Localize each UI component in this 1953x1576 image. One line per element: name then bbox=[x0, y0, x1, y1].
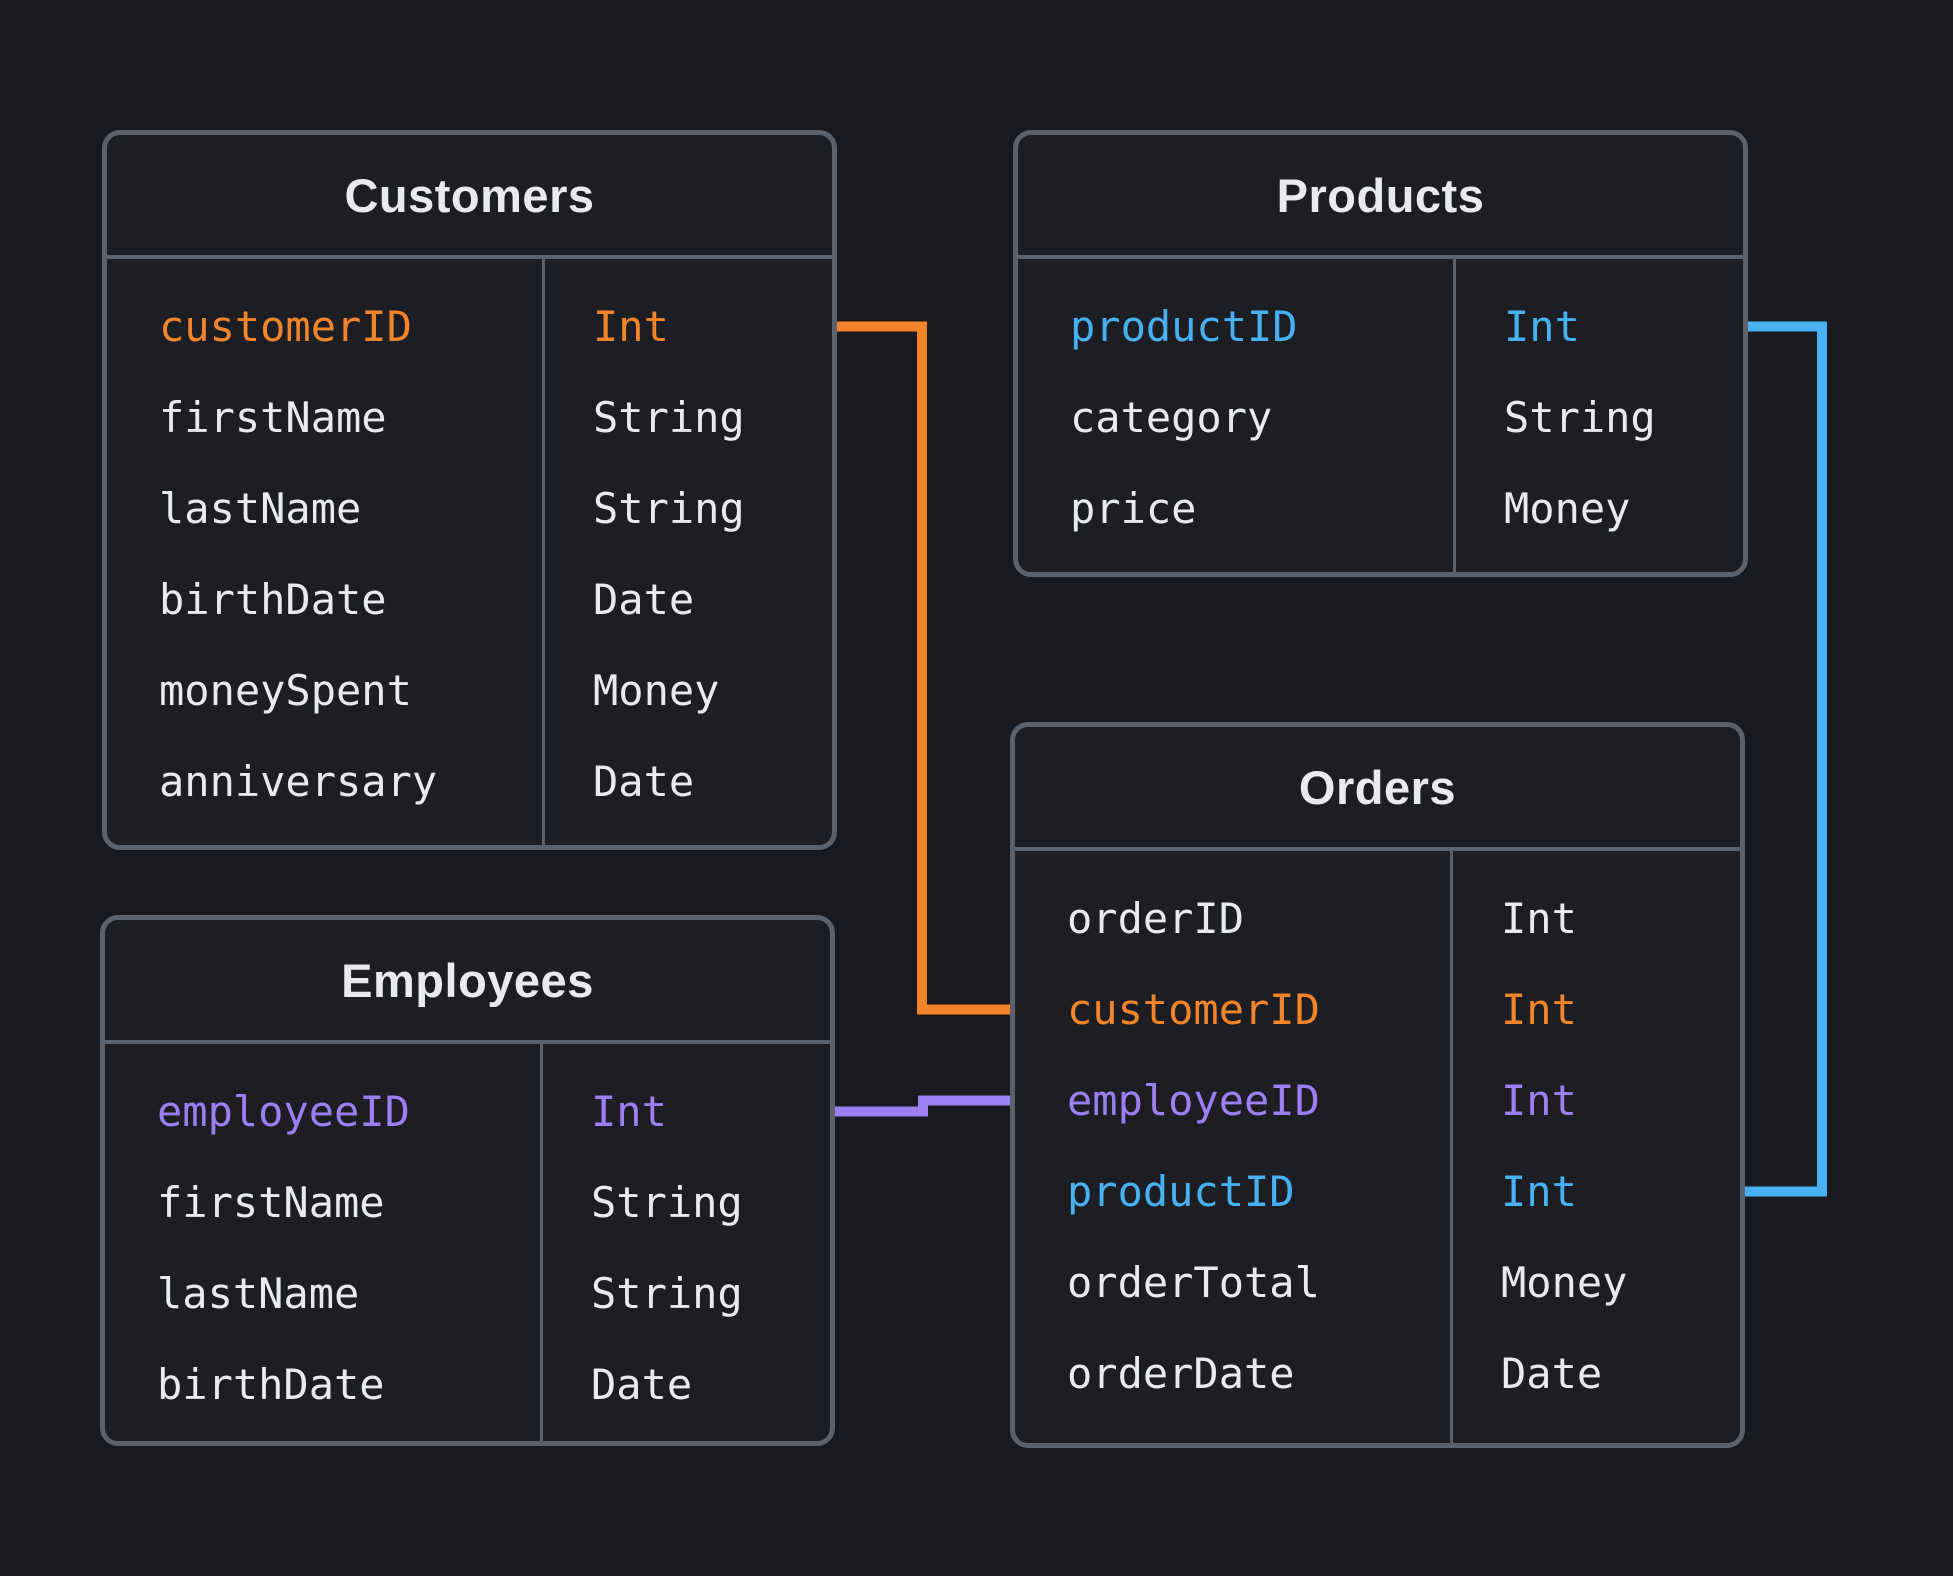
field-type-customers-moneySpent: Money bbox=[593, 666, 720, 715]
field-type-column: Int String Money bbox=[1453, 259, 1743, 572]
table-card-customers: Customers customerID firstName lastName bir… bbox=[102, 130, 837, 850]
table-card-products: Products productID category price Int Strin… bbox=[1013, 130, 1748, 577]
field-type-orders-orderID: Int bbox=[1501, 894, 1577, 943]
table-body: customerID firstName lastName birthDate mone… bbox=[107, 259, 832, 845]
field-type-customers-birthDate: Date bbox=[593, 575, 695, 624]
table-header: Orders bbox=[1015, 727, 1740, 851]
table-title-employees: Employees bbox=[341, 953, 594, 1007]
field-type-orders-orderDate: Date bbox=[1501, 1349, 1603, 1398]
field-name-customers-customerID: customerID bbox=[159, 302, 412, 351]
table-body: productID category price Int String Money bbox=[1018, 259, 1743, 572]
field-name-products-price: price bbox=[1070, 484, 1197, 533]
field-name-orders-orderTotal: orderTotal bbox=[1067, 1258, 1320, 1307]
field-name-column: productID category price bbox=[1018, 259, 1453, 572]
field-name-customers-lastName: lastName bbox=[159, 484, 362, 533]
field-type-customers-lastName: String bbox=[593, 484, 745, 533]
field-type-employees-birthDate: Date bbox=[591, 1360, 693, 1409]
field-name-column: customerID firstName lastName birthDate mone… bbox=[107, 259, 542, 845]
field-name-customers-firstName: firstName bbox=[159, 393, 387, 442]
field-name-employees-employeeID: employeeID bbox=[157, 1087, 410, 1136]
table-title-orders: Orders bbox=[1298, 760, 1457, 814]
field-type-products-price: Money bbox=[1504, 484, 1631, 533]
table-card-orders: Orders orderID customerID employeeID produc… bbox=[1010, 722, 1745, 1448]
field-type-products-productID: Int bbox=[1504, 302, 1580, 351]
table-header: Employees bbox=[105, 920, 830, 1044]
table-title-customers: Customers bbox=[344, 168, 595, 222]
field-name-column: employeeID firstName lastName birthDate bbox=[105, 1044, 540, 1441]
table-header: Customers bbox=[107, 135, 832, 259]
connector-products-orders-productID bbox=[1743, 321, 1827, 1197]
field-type-products-category: String bbox=[1504, 393, 1656, 442]
field-type-employees-lastName: String bbox=[591, 1269, 743, 1318]
field-type-orders-employeeID: Int bbox=[1501, 1076, 1577, 1125]
field-type-orders-productID: Int bbox=[1501, 1167, 1577, 1216]
field-type-customers-firstName: String bbox=[593, 393, 745, 442]
field-type-customers-customerID: Int bbox=[593, 302, 669, 351]
field-name-orders-orderID: orderID bbox=[1067, 894, 1245, 943]
table-card-employees: Employees employeeID firstName lastName bir… bbox=[100, 915, 835, 1446]
field-type-column: Int Int Int Int Money Date bbox=[1450, 851, 1740, 1443]
field-name-products-productID: productID bbox=[1070, 302, 1298, 351]
field-type-employees-employeeID: Int bbox=[591, 1087, 667, 1136]
table-title-products: Products bbox=[1276, 168, 1485, 222]
field-type-employees-firstName: String bbox=[591, 1178, 743, 1227]
field-type-column: Int String String Date bbox=[540, 1044, 830, 1441]
field-type-orders-customerID: Int bbox=[1501, 985, 1577, 1034]
field-name-column: orderID customerID employeeID productID orde… bbox=[1015, 851, 1450, 1443]
field-name-customers-birthDate: birthDate bbox=[159, 575, 387, 624]
field-name-employees-firstName: firstName bbox=[157, 1178, 385, 1227]
connector-customers-orders-customerID bbox=[835, 321, 1012, 1015]
field-name-orders-employeeID: employeeID bbox=[1067, 1076, 1320, 1125]
field-type-customers-anniversary: Date bbox=[593, 757, 695, 806]
field-name-employees-birthDate: birthDate bbox=[157, 1360, 385, 1409]
field-type-column: Int String String Date Money Date bbox=[542, 259, 832, 845]
table-body: orderID customerID employeeID productID orde… bbox=[1015, 851, 1740, 1443]
field-name-customers-anniversary: anniversary bbox=[159, 757, 438, 806]
field-name-orders-customerID: customerID bbox=[1067, 985, 1320, 1034]
field-name-employees-lastName: lastName bbox=[157, 1269, 360, 1318]
field-name-orders-productID: productID bbox=[1067, 1167, 1295, 1216]
table-body: employeeID firstName lastName birthDate Int… bbox=[105, 1044, 830, 1441]
field-name-products-category: category bbox=[1070, 393, 1273, 442]
field-name-customers-moneySpent: moneySpent bbox=[159, 666, 412, 715]
field-name-orders-orderDate: orderDate bbox=[1067, 1349, 1295, 1398]
table-header: Products bbox=[1018, 135, 1743, 259]
field-type-orders-orderTotal: Money bbox=[1501, 1258, 1628, 1307]
connector-employees-orders-employeeID bbox=[833, 1095, 1012, 1117]
